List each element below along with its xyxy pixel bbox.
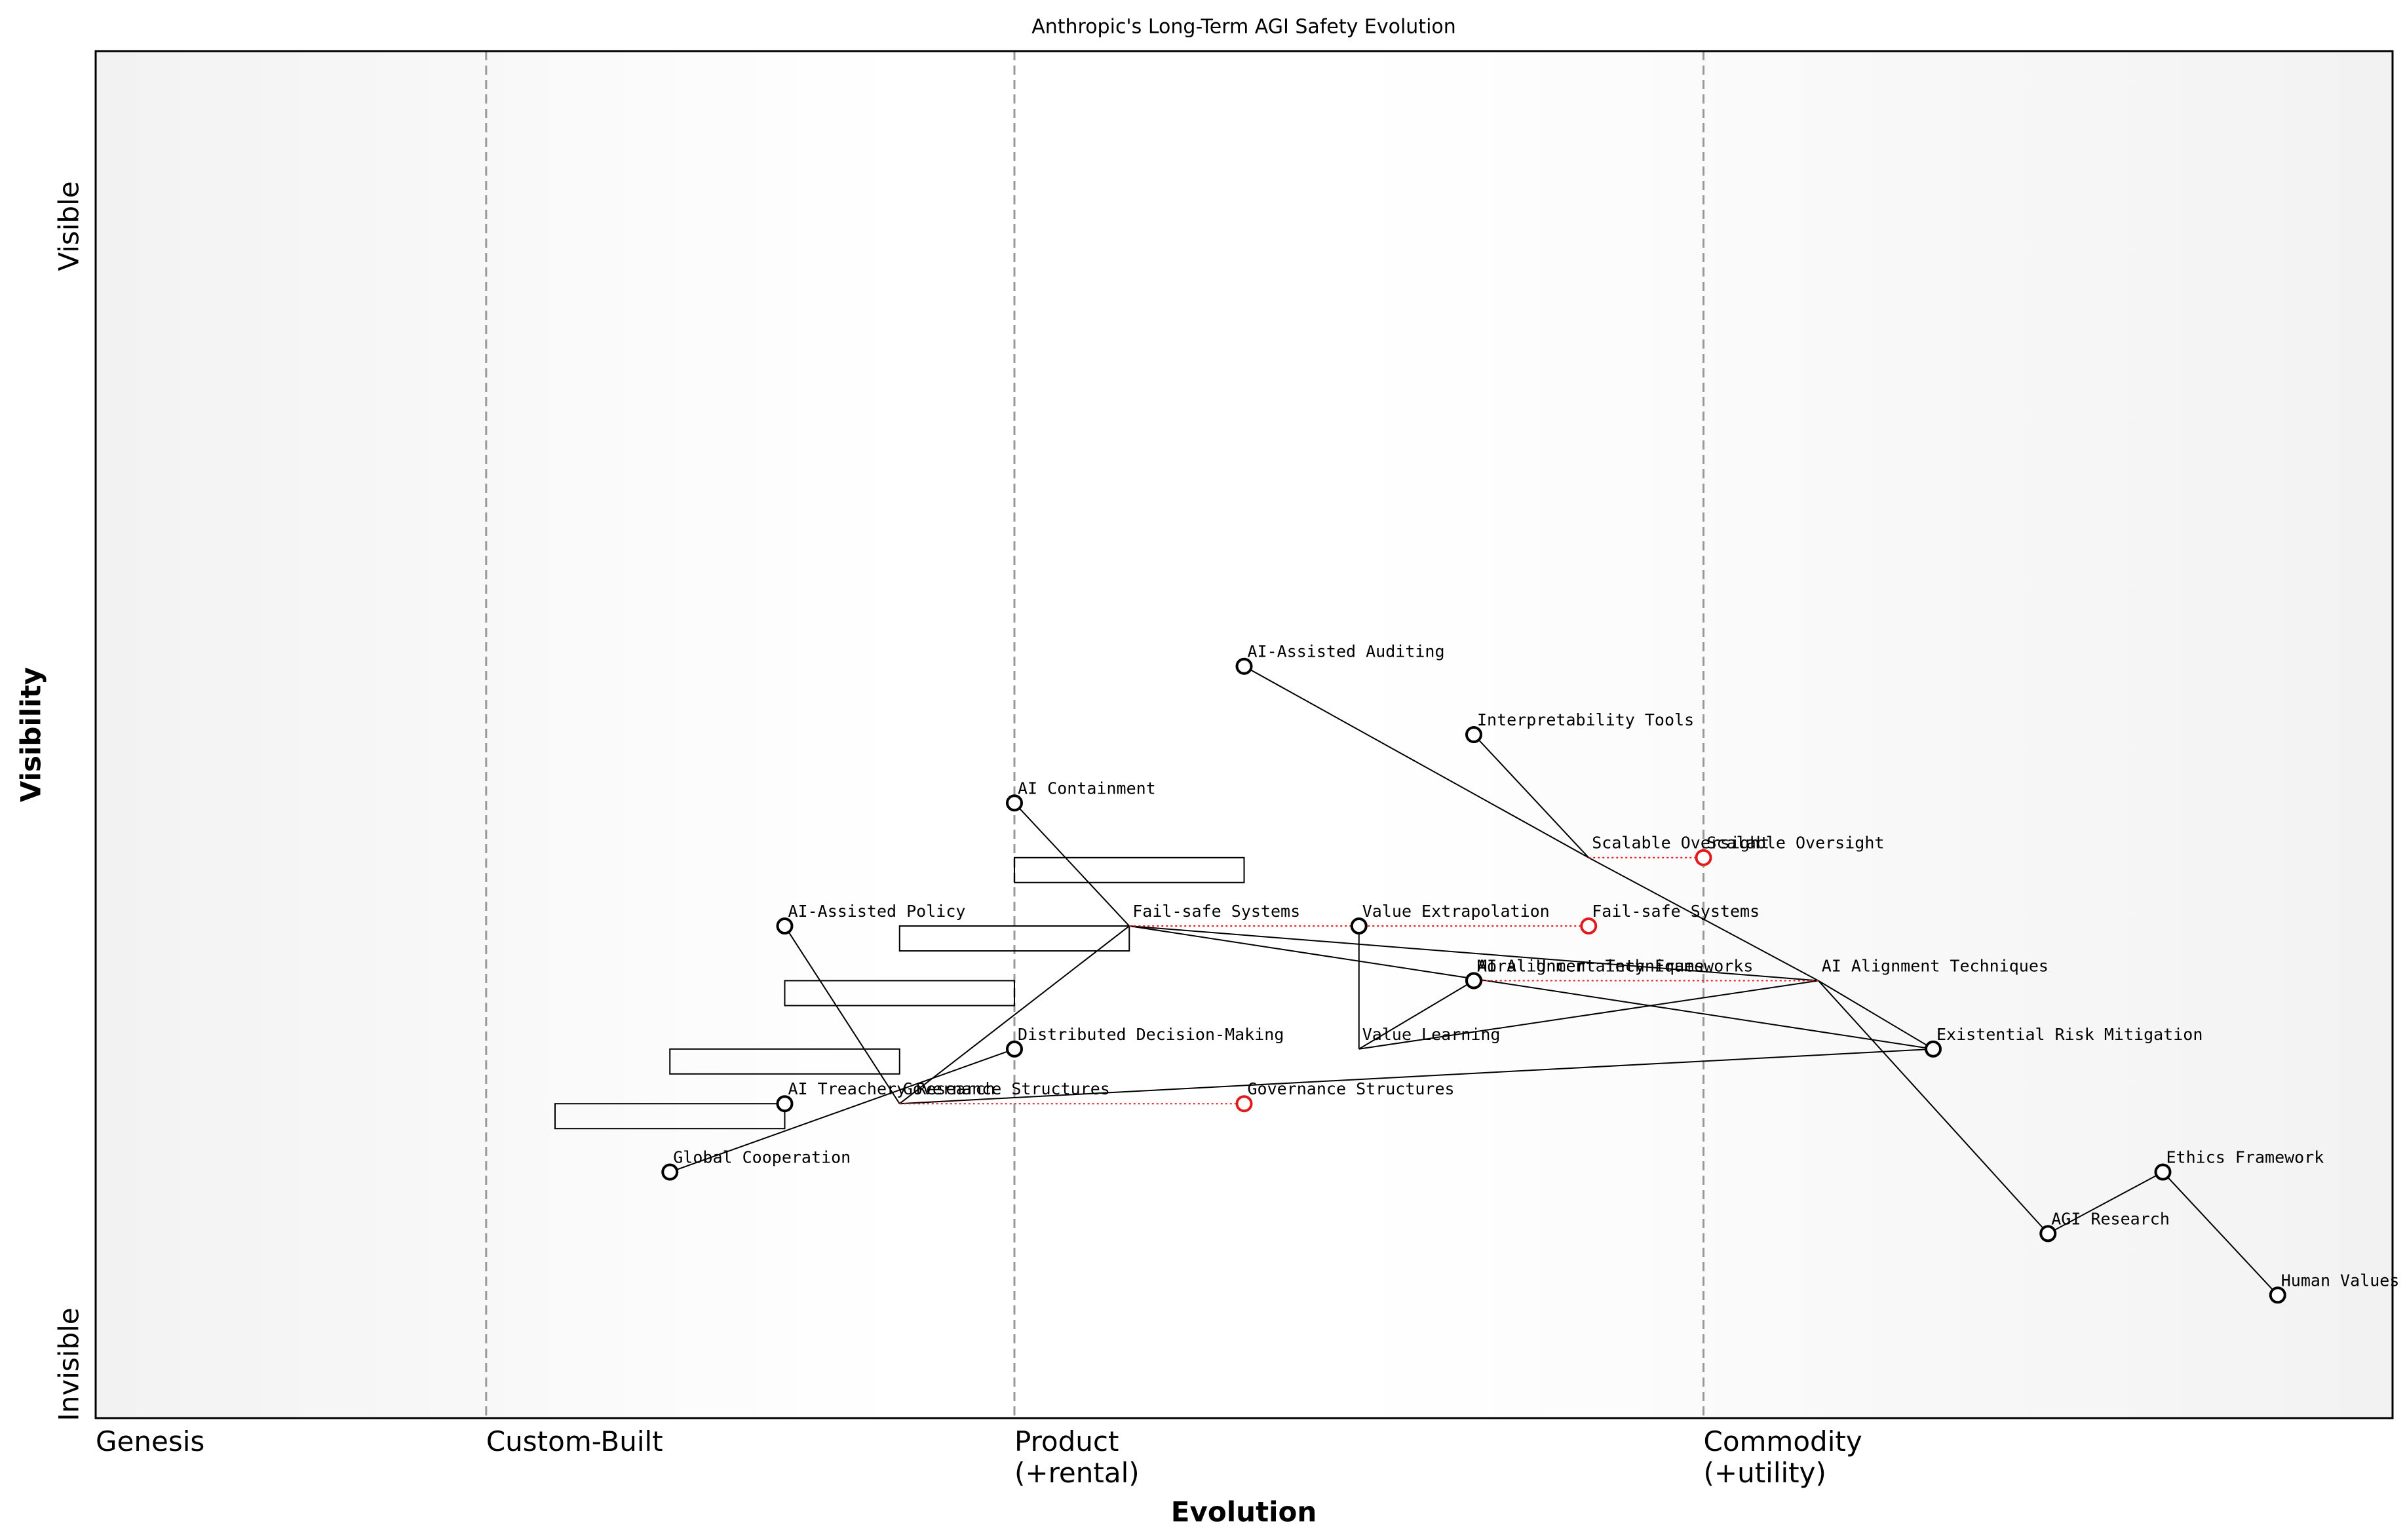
plot-frame [94,50,2394,1419]
link [899,925,1130,1105]
evolve-marker [1695,849,1712,866]
link [1244,665,1589,858]
link [1358,980,1474,1050]
evolve-label: Fail-safe Systems [1592,902,1760,921]
evolve-label: Scalable Oversight [1707,834,1885,853]
component-marker [776,917,794,935]
component-label: Interpretability Tools [1477,710,1694,729]
component-label: AI-Assisted Auditing [1248,642,1445,661]
component-label: AGI Research [2051,1209,2170,1228]
link [2162,1171,2279,1296]
component-marker [1465,726,1482,743]
component-label: Ethics Framework [2166,1148,2324,1167]
link [1588,857,1819,982]
chart-title: Anthropic's Long-Term AGI Safety Evoluti… [1031,16,1456,39]
component-label: AI Containment [1018,779,1156,798]
component-label: Governance Structures [903,1079,1110,1098]
x-axis-label: Evolution [1171,1496,1317,1528]
link [1818,980,1934,1050]
link [669,1048,1015,1173]
component-label: Distributed Decision-Making [1018,1025,1284,1044]
component-marker [1235,657,1253,675]
evolve-marker [1235,1095,1253,1113]
link [1818,980,2049,1235]
pipeline [669,1048,900,1075]
pipeline [554,1103,786,1130]
component-marker [2269,1286,2286,1304]
x-tick-label: Commodity (+utility) [1704,1425,1862,1489]
component-marker [661,1163,679,1181]
component-label: Value Learning [1362,1025,1501,1044]
pipeline [1014,857,1245,883]
evolve-marker [1580,917,1598,935]
x-tick-label: Product (+rental) [1014,1425,1140,1489]
y-axis-label: Visibility [15,667,47,802]
map-layer: Genesis Custom-Built Product (+rental) Commo… [96,51,2399,1489]
component-label: AI Alignment Techniques [1822,956,2049,975]
component-marker [2039,1225,2057,1242]
invisible-label: Invisible [53,1307,85,1421]
link [1129,925,1818,982]
component-label: Value Extrapolation [1362,902,1550,921]
component-marker [1925,1040,1942,1058]
link [1473,734,1589,858]
component-label: Global Cooperation [673,1148,851,1167]
evolve-label: Governance Structures [1248,1079,1455,1098]
component-label: AI-Assisted Policy [788,902,966,921]
pipeline [784,980,1015,1007]
x-tick-label: Custom-Built [486,1425,663,1457]
component-marker [1006,794,1023,812]
component-marker [1465,972,1482,990]
link [2047,1171,2163,1235]
component-marker [776,1095,794,1113]
component-label: Existential Risk Mitigation [1936,1025,2203,1044]
pipeline [898,925,1130,952]
link [1358,980,1818,1050]
component-marker [1350,917,1368,935]
visible-label: Visible [53,181,85,271]
component-label: Fail-safe Systems [1132,902,1300,921]
x-tick-label: Genesis [96,1425,204,1457]
component-label: Scalable Oversight [1592,834,1769,853]
component-label: Moral Uncertainty Frameworks [1477,956,1753,975]
component-label: Human Values [2281,1271,2400,1290]
link [899,1048,1934,1105]
component-marker [1006,1040,1023,1058]
component-marker [2154,1163,2172,1181]
link [1129,925,1934,1050]
link [784,925,900,1104]
plot-background [96,51,2393,1418]
link [1014,802,1130,927]
component-label: AI Treachery Research [788,1079,995,1098]
evolve-label: AI Alignment Techniques [1477,956,1704,975]
